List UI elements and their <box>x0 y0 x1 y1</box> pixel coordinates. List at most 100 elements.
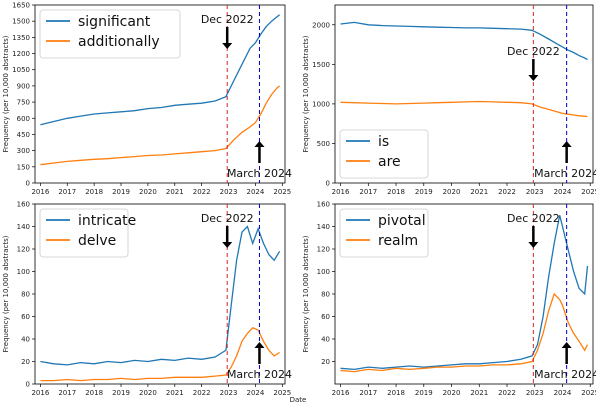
x-tick-label: 2021 <box>166 389 184 397</box>
x-tick-label: 2022 <box>498 389 516 397</box>
x-tick-label: 2022 <box>498 188 516 196</box>
legend-entry: additionally <box>78 34 160 50</box>
y-tick-label: 0 <box>26 381 30 389</box>
series-line-additionally <box>40 85 281 166</box>
x-tick-label: 2019 <box>112 188 130 196</box>
x-tick-label: 2021 <box>470 389 488 397</box>
x-tick-label: 2020 <box>443 188 461 196</box>
y-tick-label: 1000 <box>312 100 330 108</box>
x-tick-label: 2019 <box>112 389 130 397</box>
y-tick-label: 450 <box>17 131 30 139</box>
annotation-label: Dec 2022 <box>201 212 254 225</box>
legend-entry: is <box>378 134 389 150</box>
y-tick-label: 140 <box>17 223 30 231</box>
y-axis-label: Frequency (per 10,000 abstracts) <box>2 235 10 352</box>
y-tick-label: 2000 <box>312 21 330 29</box>
annotation-label: March 2024 <box>227 368 292 381</box>
y-axis-label: Frequency (per 10,000 abstracts) <box>302 235 310 352</box>
y-tick-label: 20 <box>21 358 30 366</box>
y-tick-label: 120 <box>317 246 330 254</box>
x-tick-label: 2025 <box>581 188 596 196</box>
y-tick-label: 60 <box>321 313 330 321</box>
x-tick-label: 2022 <box>193 188 211 196</box>
legend-box <box>39 208 129 258</box>
y-tick-label: 1050 <box>12 66 30 74</box>
x-tick-label: 2020 <box>443 389 461 397</box>
series-line-are <box>340 100 588 118</box>
x-tick-label: 2016 <box>31 389 49 397</box>
x-tick-label: 2018 <box>387 188 405 196</box>
x-tick-label: 2019 <box>415 389 433 397</box>
x-tick-label: 2020 <box>139 188 157 196</box>
y-tick-label: 1500 <box>12 18 30 26</box>
annotation-label: March 2024 <box>227 167 292 180</box>
axes-frame <box>334 4 594 184</box>
annotation-label: Dec 2022 <box>507 45 560 58</box>
x-tick-label: 2021 <box>166 188 184 196</box>
y-tick-label: 900 <box>17 82 30 90</box>
y-tick-label: 160 <box>317 201 330 209</box>
y-tick-label: 500 <box>317 140 330 148</box>
y-tick-label: 80 <box>321 291 330 299</box>
x-tick-label: 2017 <box>359 389 377 397</box>
x-tick-label: 2024 <box>554 188 572 196</box>
subplot-p3: 2016 2017 2018 2019 2020 2021 2022 2023 2024 2025… <box>2 201 292 398</box>
x-tick-label: 2017 <box>58 188 76 196</box>
annotation-label: Dec 2022 <box>507 212 560 225</box>
legend-entry: realm <box>378 233 418 249</box>
x-tick-label: 2023 <box>220 188 238 196</box>
x-tick-label: 2017 <box>58 389 76 397</box>
legend-entry: delve <box>78 233 116 249</box>
y-tick-label: 1350 <box>12 34 30 42</box>
annotation-label: March 2024 <box>534 368 596 381</box>
y-tick-label: 80 <box>21 291 30 299</box>
x-tick-label: 2024 <box>247 188 265 196</box>
x-tick-label: 2019 <box>415 188 433 196</box>
x-tick-label: 2021 <box>470 188 488 196</box>
x-tick-label: 2024 <box>554 389 572 397</box>
annotation-arrow-head <box>528 242 539 248</box>
y-tick-label: 1650 <box>12 2 30 10</box>
x-tick-label: 2025 <box>273 389 291 397</box>
y-tick-label: 1500 <box>312 61 330 69</box>
series-line-intricate <box>40 225 281 366</box>
annotation-arrow-head <box>222 242 233 248</box>
legend-entry: are <box>378 154 401 170</box>
y-tick-label: 120 <box>17 246 30 254</box>
y-tick-label: 0 <box>26 180 30 188</box>
axes-frame <box>34 4 286 184</box>
annotation-label: March 2024 <box>534 167 596 180</box>
legend-box <box>339 208 429 258</box>
x-tick-label: 2018 <box>85 188 103 196</box>
legend-box <box>39 9 181 59</box>
legend-box <box>339 129 429 179</box>
annotation-arrow-head <box>561 141 572 147</box>
x-tick-label: 2023 <box>526 389 544 397</box>
annotation-label: Dec 2022 <box>201 13 254 26</box>
y-tick-label: 60 <box>21 313 30 321</box>
y-tick-label: 100 <box>17 268 30 276</box>
y-tick-label: 300 <box>17 147 30 155</box>
y-tick-label: 40 <box>21 336 30 344</box>
legend-entry: pivotal <box>378 213 426 229</box>
annotation-arrow-head <box>561 342 572 348</box>
y-tick-label: 140 <box>317 223 330 231</box>
y-tick-label: 0 <box>326 180 330 188</box>
y-tick-label: 100 <box>317 268 330 276</box>
x-tick-label: 2023 <box>220 389 238 397</box>
x-tick-label: 2022 <box>193 389 211 397</box>
x-tick-label: 2017 <box>359 188 377 196</box>
x-tick-label: 2023 <box>526 188 544 196</box>
subplot-p1: 2016 2017 2018 2019 2020 2021 2022 2023 2024 2025… <box>2 2 292 197</box>
x-tick-label: 2018 <box>85 389 103 397</box>
subplot-p2: 2016 2017 2018 2019 2020 2021 2022 2023 2024 2025… <box>302 4 596 196</box>
x-tick-label: 2025 <box>273 188 291 196</box>
x-tick-label: 2016 <box>332 188 350 196</box>
annotation-arrow-head <box>254 141 265 147</box>
y-tick-label: 750 <box>17 99 30 107</box>
series-line-significant <box>40 14 281 126</box>
legend-entry: intricate <box>78 213 136 229</box>
x-axis-label: Date <box>290 396 307 404</box>
y-tick-label: 600 <box>17 115 30 123</box>
